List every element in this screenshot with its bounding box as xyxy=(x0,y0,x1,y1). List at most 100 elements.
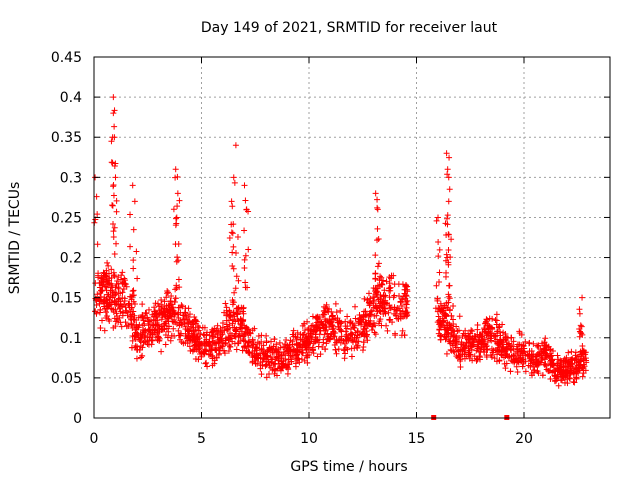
data-point xyxy=(572,349,579,356)
data-point-peak xyxy=(436,278,443,285)
data-point-peak xyxy=(110,220,117,227)
data-point xyxy=(358,331,365,338)
data-point xyxy=(518,331,525,338)
data-point xyxy=(167,313,174,320)
data-point xyxy=(161,305,168,312)
data-point xyxy=(140,339,147,346)
data-point xyxy=(182,339,189,346)
data-point xyxy=(111,289,118,296)
data-point-peak xyxy=(113,197,120,204)
data-point xyxy=(399,327,406,334)
data-point xyxy=(265,358,272,365)
data-point xyxy=(208,329,215,336)
data-point xyxy=(166,302,173,309)
data-point xyxy=(392,332,399,339)
data-point xyxy=(343,337,350,344)
data-point xyxy=(402,286,409,293)
data-point-peak xyxy=(444,171,451,178)
data-point xyxy=(328,322,335,329)
data-point-peak xyxy=(446,186,453,193)
data-point xyxy=(270,343,277,350)
data-point xyxy=(322,318,329,325)
data-point xyxy=(314,336,321,343)
data-point-peak xyxy=(241,256,248,263)
data-point xyxy=(280,349,287,356)
data-point-peak xyxy=(577,322,584,329)
data-point xyxy=(186,311,193,318)
data-point xyxy=(165,323,172,330)
data-point xyxy=(201,350,208,357)
data-point xyxy=(557,376,564,383)
data-point-peak xyxy=(445,247,452,254)
data-point xyxy=(262,363,269,370)
data-point xyxy=(153,312,160,319)
data-point-peak xyxy=(435,214,441,221)
data-point xyxy=(541,339,548,346)
data-point-peak xyxy=(577,329,584,336)
data-point xyxy=(102,309,109,316)
data-point xyxy=(305,333,312,340)
data-point xyxy=(341,340,348,347)
data-point-peak xyxy=(245,246,252,253)
data-point xyxy=(213,354,220,361)
data-point xyxy=(291,348,298,355)
data-point xyxy=(301,320,308,327)
data-point xyxy=(194,323,201,330)
data-point xyxy=(337,307,344,314)
data-point xyxy=(492,338,499,345)
data-point xyxy=(386,280,393,287)
data-point xyxy=(450,302,457,309)
data-point-peak xyxy=(445,261,452,268)
data-point xyxy=(457,346,464,353)
data-point xyxy=(105,291,112,298)
data-point-peak xyxy=(230,243,237,250)
data-point xyxy=(175,314,182,321)
data-point-peak xyxy=(241,182,248,189)
data-point xyxy=(577,353,584,360)
data-point xyxy=(154,317,161,324)
data-point xyxy=(509,358,516,365)
data-point xyxy=(233,326,240,333)
data-point xyxy=(580,367,587,374)
data-point xyxy=(397,307,404,314)
data-point xyxy=(175,327,182,334)
data-point xyxy=(443,311,450,318)
data-point xyxy=(495,324,502,331)
data-point xyxy=(461,344,468,351)
data-point xyxy=(205,351,212,358)
data-point xyxy=(93,301,100,308)
data-point xyxy=(462,327,469,334)
data-point xyxy=(322,346,329,353)
data-point xyxy=(246,350,253,357)
data-point-peak xyxy=(111,134,118,141)
data-point-peak xyxy=(445,174,452,181)
data-point xyxy=(468,327,475,334)
data-point xyxy=(101,327,108,334)
data-point-peak xyxy=(133,248,140,255)
data-point xyxy=(258,345,265,352)
data-point xyxy=(303,340,310,347)
data-point-peak xyxy=(232,142,239,149)
data-point-peak xyxy=(234,233,241,240)
data-point xyxy=(230,310,237,317)
data-point-peak xyxy=(375,260,382,267)
data-point xyxy=(402,309,409,316)
data-point xyxy=(186,343,193,350)
data-point xyxy=(369,307,376,314)
data-point-peak xyxy=(442,273,449,280)
data-point xyxy=(178,319,185,326)
data-point xyxy=(134,324,141,331)
data-point xyxy=(102,273,109,280)
data-point xyxy=(112,284,119,291)
data-point-peak xyxy=(94,241,101,248)
y-axis-title: SRMTID / TECUs xyxy=(7,182,23,295)
data-point xyxy=(186,327,193,334)
data-point xyxy=(117,276,124,283)
data-point xyxy=(121,280,128,287)
data-point xyxy=(252,360,259,367)
data-point-peak xyxy=(110,272,117,279)
data-point-peak xyxy=(131,300,138,307)
data-point xyxy=(100,298,107,305)
data-point xyxy=(497,328,504,335)
